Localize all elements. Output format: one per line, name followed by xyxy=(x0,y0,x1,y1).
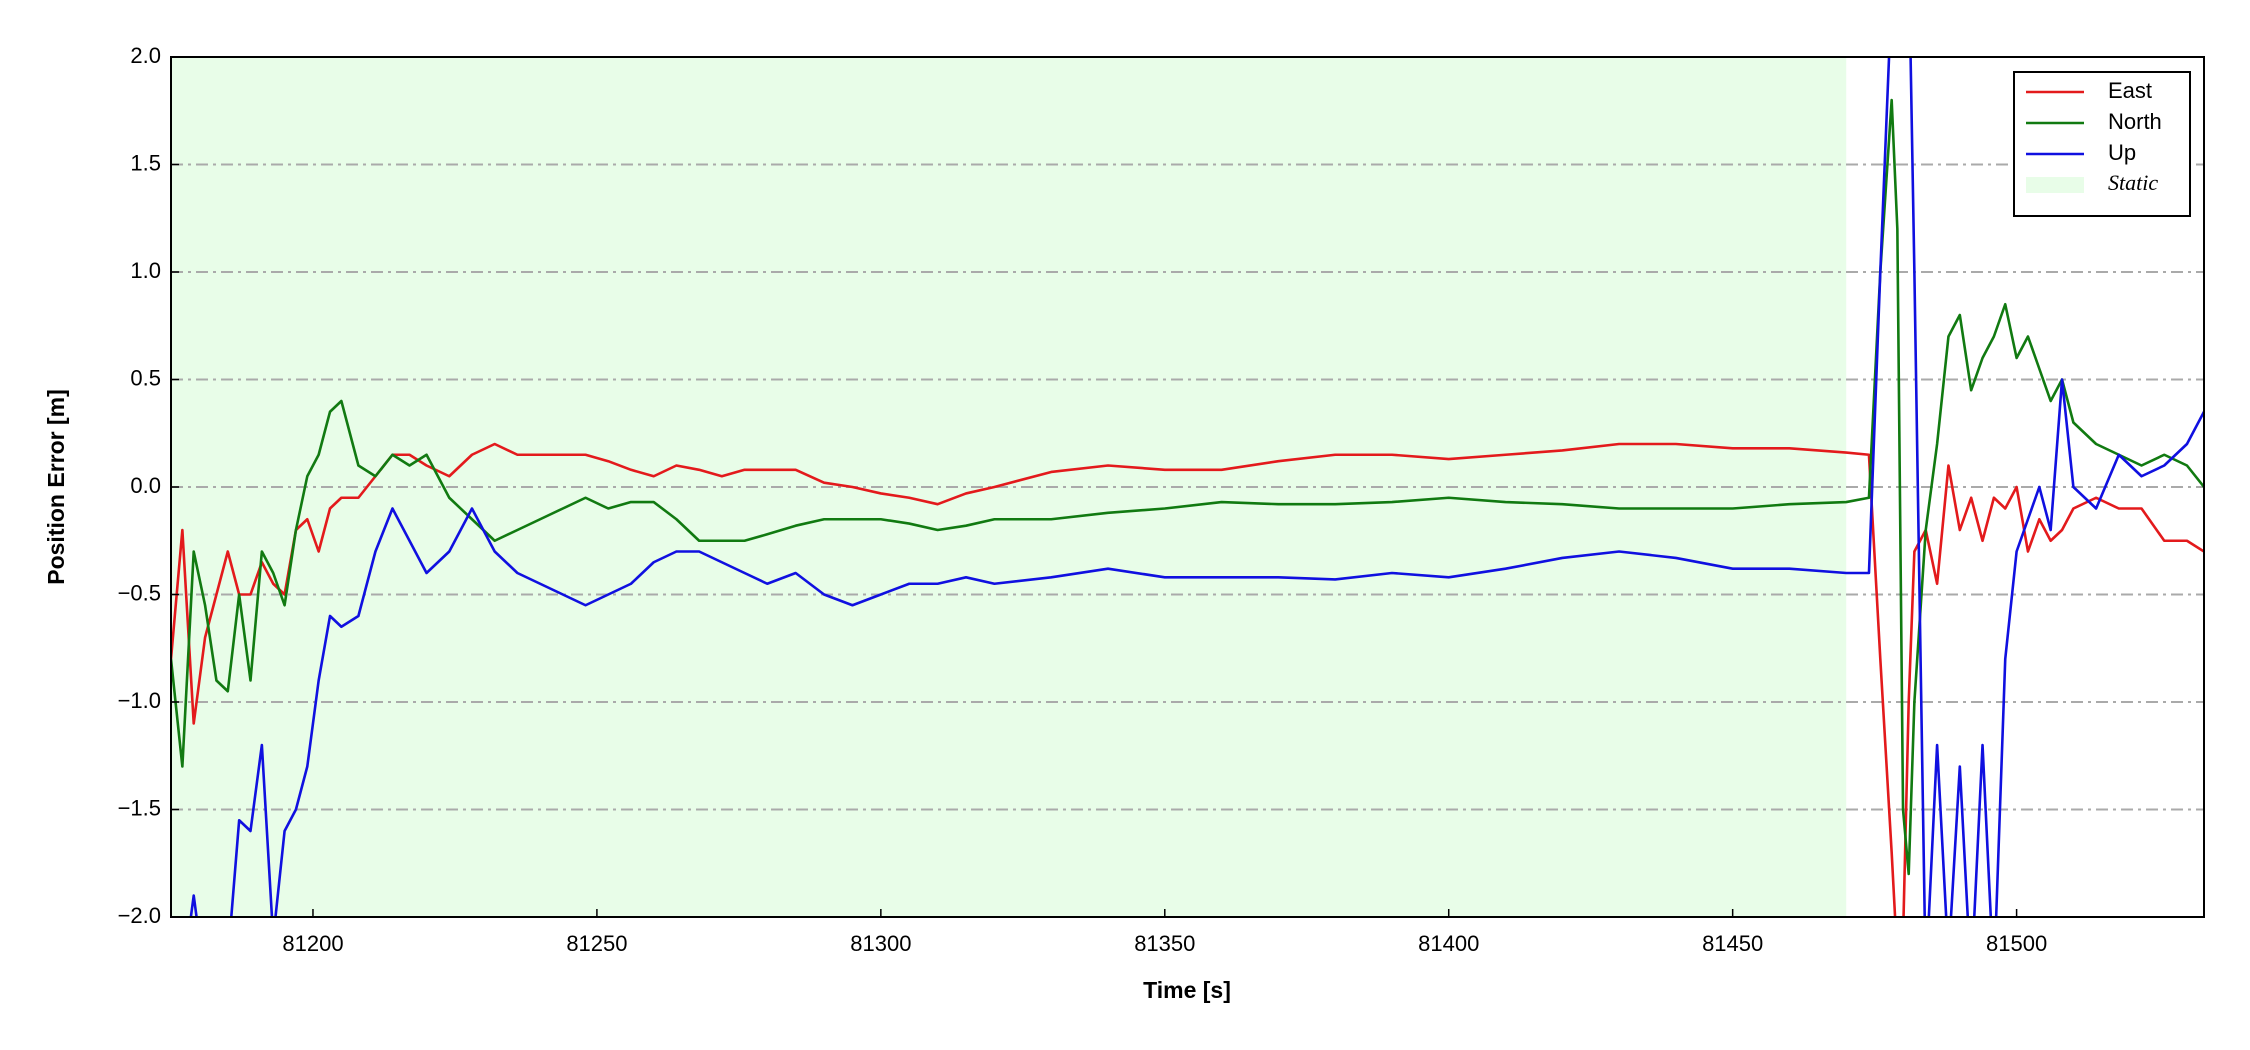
y-axis-label: Position Error [m] xyxy=(43,389,69,585)
legend-label: Up xyxy=(2108,140,2136,165)
legend-label: Static xyxy=(2108,170,2158,195)
plot-area xyxy=(171,57,2204,917)
x-tick-label: 81400 xyxy=(1418,931,1479,956)
y-tick-label: −1.5 xyxy=(118,795,161,820)
legend-label: North xyxy=(2108,109,2162,134)
x-tick-label: 81250 xyxy=(566,931,627,956)
series-line xyxy=(171,98,2204,876)
legend: East North Up Static xyxy=(2013,71,2191,217)
x-tick-label: 81200 xyxy=(282,931,343,956)
legend-box xyxy=(2013,71,2191,217)
x-axis-label: Time [s] xyxy=(1143,977,1231,1003)
x-tick-label: 81300 xyxy=(850,931,911,956)
y-tick-label: −1.0 xyxy=(118,688,161,713)
y-tick-label: −0.5 xyxy=(118,580,161,605)
axes: −2.0 −1.5 −1.0 −0.5 0.0 0.5 1.0 1.5 2.0 81200 8125… xyxy=(118,43,2205,956)
y-tick-label: −2.0 xyxy=(118,903,161,928)
x-tick-label: 81350 xyxy=(1134,931,1195,956)
legend-label: East xyxy=(2108,78,2152,103)
y-tick-label: 1.5 xyxy=(130,150,161,175)
legend-swatch xyxy=(2026,177,2084,193)
y-tick-label: 2.0 xyxy=(130,43,161,68)
x-tick-label: 81500 xyxy=(1986,931,2047,956)
x-tick-label: 81450 xyxy=(1702,931,1763,956)
y-tick-label: 1.0 xyxy=(130,258,161,283)
plot-background xyxy=(171,57,2204,917)
series-line xyxy=(189,57,2204,917)
plot-frame xyxy=(170,56,2205,918)
y-tick-label: 0.0 xyxy=(130,473,161,498)
series-line xyxy=(171,442,2204,917)
y-tick-label: 0.5 xyxy=(130,365,161,390)
